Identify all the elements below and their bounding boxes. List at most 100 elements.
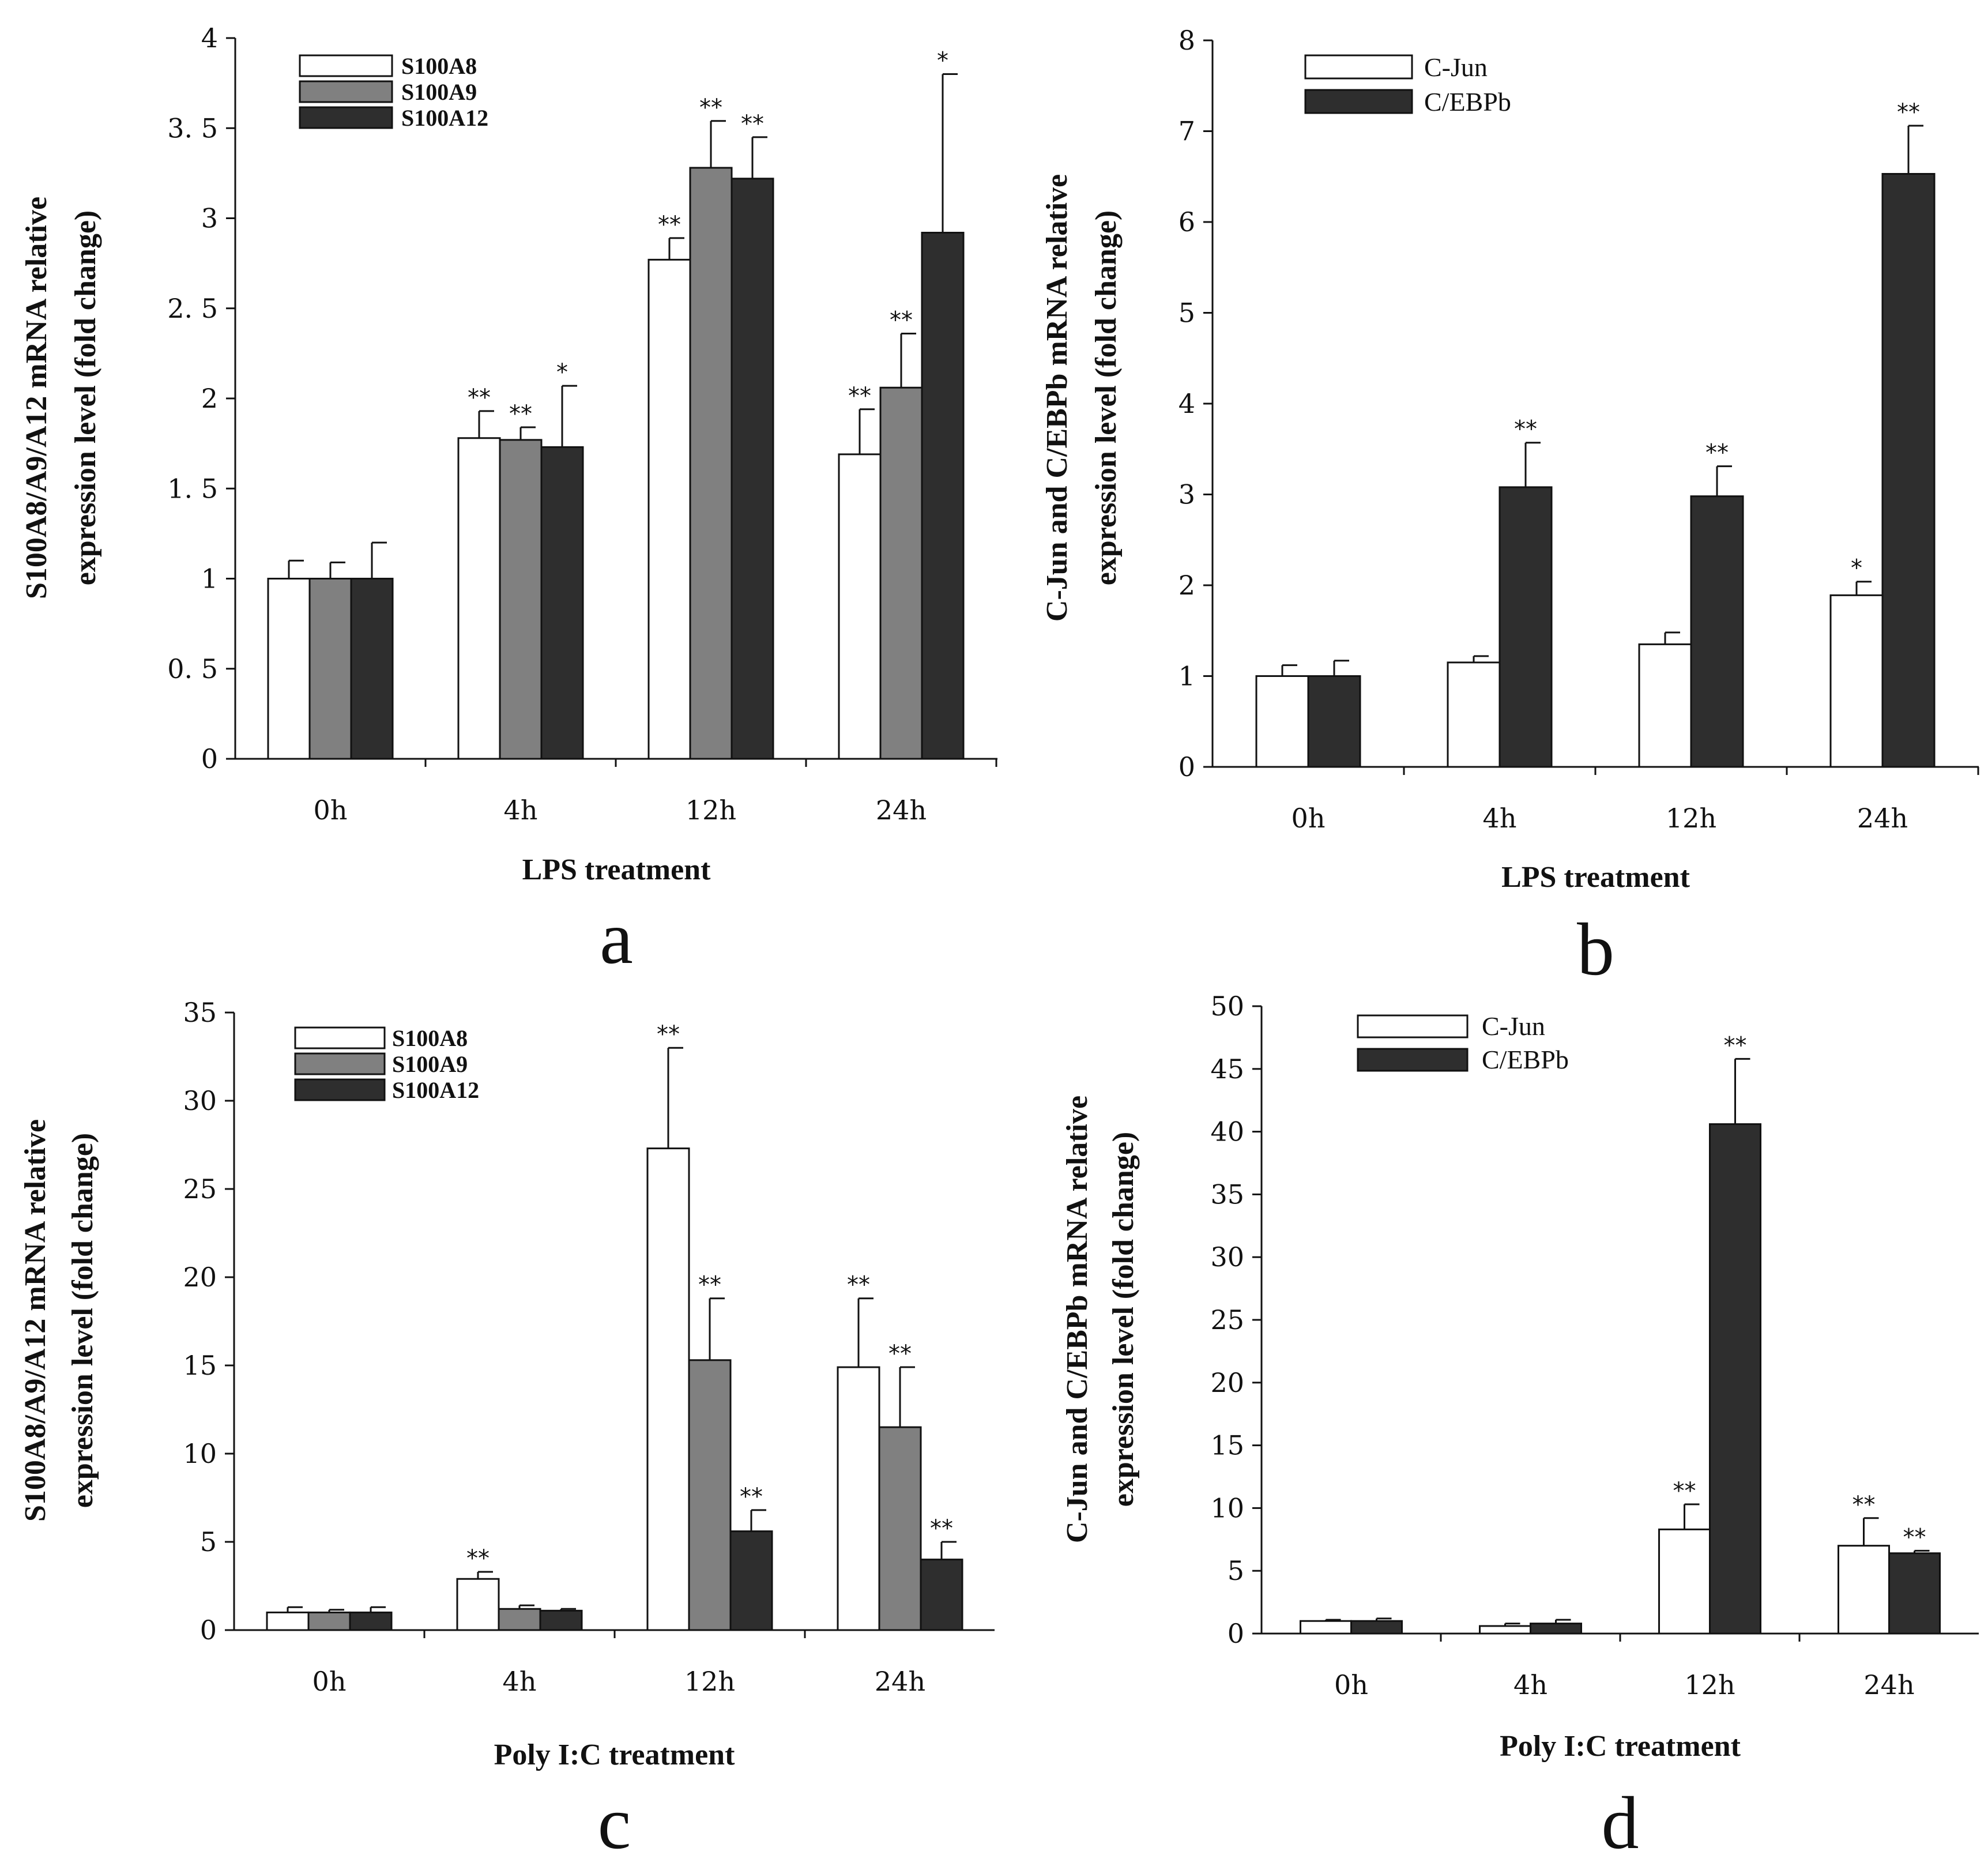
legend-swatch: [1357, 1014, 1469, 1038]
x-tick-label: 4h: [503, 1666, 537, 1697]
x-axis-title: Poly I:C treatment: [494, 1738, 735, 1771]
bar-C/EBPb: [1709, 1123, 1761, 1635]
panel-letter: a: [600, 897, 633, 980]
y-tick-label: 8: [1179, 25, 1195, 56]
significance-mark: **: [1705, 440, 1729, 466]
bar-S100A9: [498, 1608, 541, 1631]
bar-S100A9: [688, 1359, 732, 1631]
y-tick-label: 50: [1210, 991, 1244, 1022]
bar-C/EBPb: [1888, 1552, 1941, 1635]
significance-mark: **: [930, 1515, 953, 1542]
bar-S100A8: [647, 258, 691, 760]
y-tick-label: 1. 5: [167, 473, 218, 504]
panel-letter: c: [598, 1782, 631, 1859]
y-tick-label: 1: [201, 563, 218, 594]
x-tick-label: 12h: [1684, 1669, 1735, 1700]
y-tick-label: 10: [183, 1438, 217, 1469]
legend-label: S100A9: [392, 1051, 468, 1077]
legend-label: C-Jun: [1424, 52, 1488, 82]
legend-label: S100A12: [401, 105, 488, 131]
y-tick-label: 3: [201, 203, 218, 234]
panel-letter: d: [1602, 1782, 1639, 1859]
bar-S100A12: [731, 178, 774, 760]
significance-mark: **: [848, 383, 871, 409]
y-tick-label: 2: [201, 383, 218, 414]
legend-swatch: [299, 80, 393, 103]
y-tick-label: 20: [1210, 1367, 1244, 1398]
significance-mark: *: [1851, 555, 1862, 582]
bar-C-Jun: [1638, 643, 1692, 768]
legend-swatch: [1304, 89, 1413, 114]
legend-label: C/EBPb: [1482, 1045, 1569, 1074]
significance-mark: **: [1897, 99, 1920, 126]
bar-C/EBPb: [1350, 1620, 1403, 1635]
significance-mark: **: [888, 1341, 912, 1367]
x-tick-label: 0h: [1292, 803, 1326, 834]
y-axis-title: expression level (fold change): [1107, 1132, 1140, 1507]
y-axis-title: S100A8/A9/A12 mRNA relative: [19, 1119, 52, 1522]
y-tick-label: 15: [1210, 1430, 1244, 1461]
legend-swatch: [294, 1078, 386, 1101]
y-tick-label: 1: [1179, 661, 1195, 692]
y-tick-label: 5: [1228, 1555, 1244, 1586]
significance-mark: **: [1903, 1524, 1926, 1551]
significance-mark: **: [1514, 416, 1537, 443]
y-tick-label: 30: [1210, 1241, 1244, 1273]
y-axis-title: expression level (fold change): [69, 210, 102, 585]
bar-S100A8: [266, 1611, 310, 1631]
y-tick-label: 35: [183, 997, 217, 1028]
significance-mark: *: [937, 48, 948, 74]
y-tick-label: 0: [1179, 751, 1195, 782]
significance-mark: **: [890, 307, 913, 334]
y-tick-label: 0. 5: [167, 653, 218, 684]
legend-label: C-Jun: [1482, 1011, 1545, 1041]
y-tick-label: 30: [183, 1085, 217, 1116]
y-tick-label: 4: [1179, 388, 1195, 419]
x-tick-label: 4h: [504, 795, 538, 826]
bar-S100A12: [540, 446, 584, 760]
bar-C-Jun: [1447, 661, 1501, 768]
bar-S100A12: [349, 1611, 393, 1631]
y-tick-label: 20: [183, 1262, 217, 1293]
panel-d: 0 5 10 15 20 25 30 35 40 45 50 0h 4h 12h 24h ** ** ** ** C-…: [1061, 991, 1979, 1859]
y-tick-label: 4: [201, 22, 218, 54]
y-tick-label: 0: [200, 1615, 217, 1646]
x-tick-label: 0h: [1334, 1669, 1368, 1700]
significance-mark: **: [740, 1484, 763, 1510]
bar-S100A9: [878, 1426, 922, 1631]
x-tick-label: 24h: [875, 1666, 925, 1697]
bar-S100A9: [307, 1611, 351, 1631]
y-tick-label: 5: [1179, 298, 1195, 329]
x-tick-label: 12h: [1666, 803, 1716, 834]
bar-S100A12: [729, 1530, 773, 1631]
legend-label: S100A9: [401, 79, 477, 105]
y-tick-label: 6: [1179, 206, 1195, 238]
y-tick-label: 5: [200, 1526, 217, 1557]
bar-C/EBPb: [1498, 486, 1553, 768]
y-tick-label: 3: [1179, 479, 1195, 510]
bar-S100A9: [308, 578, 352, 760]
y-tick-label: 7: [1179, 116, 1195, 147]
bar-C-Jun: [1300, 1620, 1352, 1635]
significance-mark: **: [1724, 1032, 1747, 1059]
bar-S100A8: [267, 578, 311, 760]
y-tick-label: 2. 5: [167, 293, 218, 324]
bar-S100A12: [350, 578, 394, 760]
legend-swatch: [294, 1052, 386, 1075]
bar-S100A9: [879, 386, 923, 760]
significance-mark: **: [466, 1545, 490, 1572]
legend-swatch: [1304, 54, 1413, 80]
bar-S100A8: [456, 1578, 500, 1631]
y-tick-label: 0: [1228, 1618, 1244, 1649]
x-tick-label: 24h: [1857, 803, 1908, 834]
bar-C-Jun: [1658, 1528, 1711, 1635]
y-tick-label: 25: [1210, 1304, 1244, 1335]
significance-mark: **: [1853, 1492, 1876, 1518]
bar-C-Jun: [1829, 594, 1884, 768]
legend-swatch: [1357, 1048, 1469, 1072]
x-tick-label: 4h: [1513, 1669, 1548, 1700]
x-tick-label: 0h: [314, 795, 348, 826]
